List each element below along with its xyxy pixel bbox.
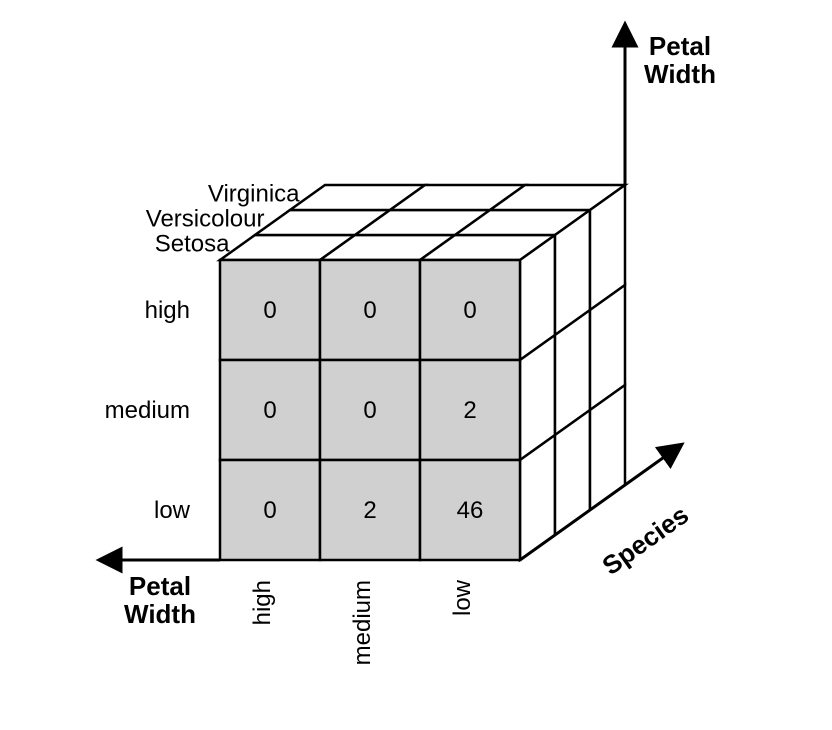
species-label: Virginica — [208, 181, 300, 208]
axis-label-top-2: Width — [644, 59, 716, 89]
row-label: high — [145, 297, 190, 324]
cell-value: 0 — [463, 297, 476, 324]
row-label: medium — [105, 397, 190, 424]
cell-value: 0 — [263, 297, 276, 324]
axis-label-top: Petal — [649, 31, 711, 61]
axis-label-bottom-left: Petal — [129, 571, 191, 601]
species-label: Versicolour — [146, 206, 265, 233]
cell-value: 0 — [263, 397, 276, 424]
col-label: medium — [349, 580, 376, 665]
species-label: Setosa — [155, 231, 230, 258]
axis-label-bottom-left-2: Width — [124, 599, 196, 629]
cell-value: 2 — [363, 497, 376, 524]
col-label: high — [249, 580, 276, 625]
cell-value: 0 — [363, 297, 376, 324]
cell-value: 2 — [463, 397, 476, 424]
axis-label-species: Species — [597, 499, 694, 581]
cell-value: 46 — [457, 497, 484, 524]
col-label: low — [449, 579, 476, 616]
row-label: low — [154, 497, 191, 524]
cell-value: 0 — [263, 497, 276, 524]
cell-value: 0 — [363, 397, 376, 424]
